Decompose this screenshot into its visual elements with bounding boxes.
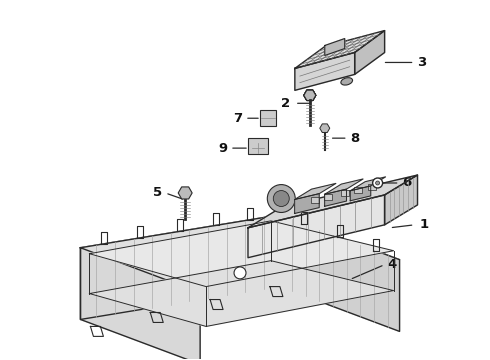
- FancyBboxPatch shape: [260, 110, 276, 126]
- Circle shape: [376, 181, 380, 185]
- Polygon shape: [350, 177, 386, 191]
- Text: 7: 7: [233, 112, 242, 125]
- Polygon shape: [294, 183, 336, 199]
- Circle shape: [234, 267, 246, 279]
- Text: 4: 4: [388, 258, 397, 271]
- Text: 8: 8: [351, 132, 360, 145]
- Bar: [354, 187, 362, 193]
- Bar: [311, 197, 319, 203]
- Text: 6: 6: [403, 176, 412, 189]
- Polygon shape: [295, 53, 355, 90]
- Text: 3: 3: [417, 56, 427, 69]
- Ellipse shape: [341, 78, 353, 85]
- Bar: [368, 184, 376, 190]
- Polygon shape: [385, 175, 417, 225]
- FancyBboxPatch shape: [248, 138, 268, 154]
- Polygon shape: [80, 215, 280, 319]
- Polygon shape: [325, 39, 345, 55]
- Text: 9: 9: [218, 141, 227, 155]
- Polygon shape: [355, 31, 385, 75]
- Bar: [341, 190, 349, 196]
- Circle shape: [273, 190, 289, 207]
- Polygon shape: [80, 248, 200, 360]
- Polygon shape: [350, 186, 371, 201]
- Text: 2: 2: [281, 97, 290, 110]
- Polygon shape: [295, 31, 385, 68]
- Text: 5: 5: [153, 186, 162, 199]
- Polygon shape: [325, 189, 346, 206]
- Polygon shape: [90, 221, 393, 287]
- Polygon shape: [294, 194, 319, 213]
- Polygon shape: [280, 215, 399, 332]
- Circle shape: [372, 178, 383, 188]
- Polygon shape: [80, 215, 399, 293]
- Bar: [324, 194, 332, 200]
- Polygon shape: [325, 179, 363, 194]
- Text: 1: 1: [419, 218, 429, 231]
- Polygon shape: [248, 175, 417, 228]
- Polygon shape: [90, 261, 393, 327]
- Polygon shape: [248, 195, 385, 258]
- Circle shape: [268, 185, 295, 212]
